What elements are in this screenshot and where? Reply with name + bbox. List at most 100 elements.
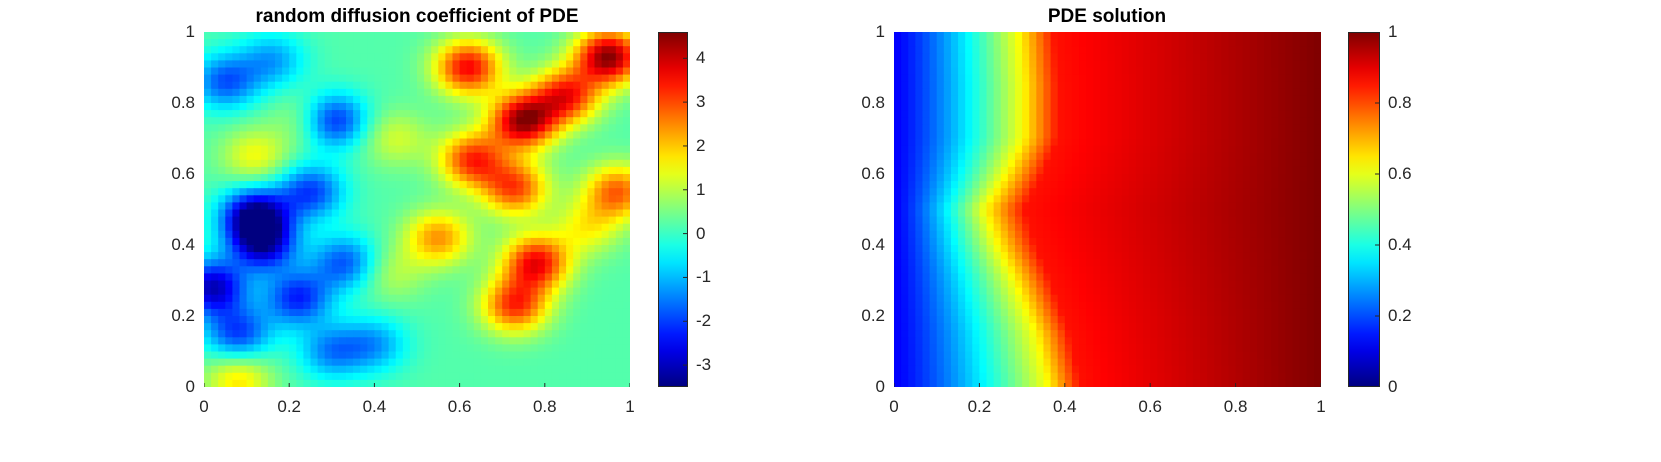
heat-cell — [622, 81, 630, 90]
heat-cell — [502, 138, 510, 147]
heat-cell — [972, 209, 980, 218]
heat-cell — [204, 32, 212, 40]
heat-cell — [367, 379, 375, 387]
heat-cell — [310, 46, 319, 54]
heat-cell — [615, 351, 624, 360]
heat-cell — [894, 46, 902, 54]
heat-cell — [1150, 230, 1158, 239]
heat-cell — [1086, 88, 1094, 97]
heat-cell — [901, 245, 909, 253]
heat-cell — [1100, 195, 1109, 203]
heat-cell — [601, 117, 610, 125]
heat-cell — [608, 67, 617, 76]
heat-cell — [551, 188, 560, 196]
heat-cell — [1050, 110, 1059, 118]
heat-cell — [310, 60, 319, 69]
heat-cell — [594, 273, 603, 282]
heat-cell — [530, 110, 539, 118]
heat-cell — [282, 88, 290, 97]
heat-cell — [289, 88, 297, 97]
heat-cell — [1214, 152, 1222, 161]
heat-cell — [936, 124, 945, 132]
heat-cell — [360, 365, 368, 374]
heat-cell — [1086, 195, 1094, 203]
heat-cell — [253, 145, 262, 154]
heat-cell — [324, 252, 333, 260]
heat-cell — [1200, 138, 1208, 147]
heat-cell — [1228, 74, 1237, 83]
heat-cell — [360, 53, 368, 61]
heat-cell — [601, 316, 610, 324]
heat-cell — [587, 159, 596, 168]
heat-cell — [551, 337, 560, 345]
heat-cell — [253, 110, 262, 118]
heat-cell — [424, 60, 432, 69]
heat-cell — [1242, 166, 1251, 175]
heat-cell — [1214, 95, 1222, 104]
heat-cell — [544, 95, 553, 104]
heat-cell — [1299, 67, 1308, 76]
heat-cell — [1022, 166, 1030, 175]
heat-cell — [1264, 131, 1272, 140]
heat-cell — [1107, 117, 1116, 125]
heat-cell — [1200, 81, 1208, 90]
heat-cell — [488, 273, 496, 282]
heat-cell — [587, 181, 596, 189]
heat-cell — [225, 195, 233, 203]
heat-cell — [204, 74, 212, 83]
heat-cell — [958, 145, 966, 154]
heat-cell — [516, 216, 525, 225]
heat-cell — [1057, 209, 1066, 218]
heat-cell — [424, 294, 432, 303]
heat-cell — [317, 266, 326, 274]
heat-cell — [218, 230, 226, 239]
heat-cell — [1200, 216, 1208, 225]
heat-cell — [986, 230, 995, 239]
heat-cell — [289, 330, 297, 338]
heat-cell — [523, 280, 532, 289]
heat-cell — [367, 166, 375, 175]
heat-cell — [1192, 103, 1201, 111]
heat-cell — [986, 103, 995, 111]
heat-cell — [225, 323, 233, 331]
heat-cell — [1114, 216, 1123, 225]
heat-cell — [452, 337, 461, 345]
heat-cell — [232, 337, 241, 345]
heat-cell — [303, 202, 312, 211]
heat-cell — [1285, 138, 1294, 147]
heat-cell — [438, 110, 446, 118]
heat-cell — [1271, 110, 1279, 118]
heat-cell — [374, 131, 383, 140]
heat-cell — [1043, 237, 1052, 246]
heat-cell — [211, 110, 219, 118]
heat-cell — [1214, 32, 1222, 40]
heat-cell — [303, 358, 312, 367]
heat-cell — [338, 223, 347, 232]
heat-cell — [488, 245, 496, 253]
heat-cell — [993, 188, 1002, 196]
diffusion-colorbar-tick-label: -2 — [696, 311, 712, 331]
heat-cell — [395, 159, 404, 168]
heat-cell — [409, 60, 418, 69]
heat-cell — [275, 237, 283, 246]
heat-cell — [1235, 39, 1244, 47]
heat-cell — [1278, 252, 1287, 260]
heat-cell — [374, 138, 383, 147]
heat-cell — [324, 216, 333, 225]
heat-cell — [1207, 152, 1215, 161]
heat-cell — [1064, 67, 1073, 76]
heat-cell — [1200, 159, 1208, 168]
heat-cell — [438, 245, 446, 253]
heat-cell — [1185, 145, 1194, 154]
heat-cell — [544, 209, 553, 218]
diffusion-x-tick-label: 0.2 — [277, 397, 302, 416]
heat-cell — [253, 365, 262, 374]
heat-cell — [495, 174, 503, 182]
heat-cell — [466, 372, 475, 381]
heat-cell — [544, 223, 553, 232]
heat-cell — [1249, 95, 1258, 104]
heat-cell — [424, 273, 432, 282]
heat-cell — [566, 287, 574, 296]
heat-cell — [929, 131, 938, 140]
heat-cell — [367, 39, 375, 47]
